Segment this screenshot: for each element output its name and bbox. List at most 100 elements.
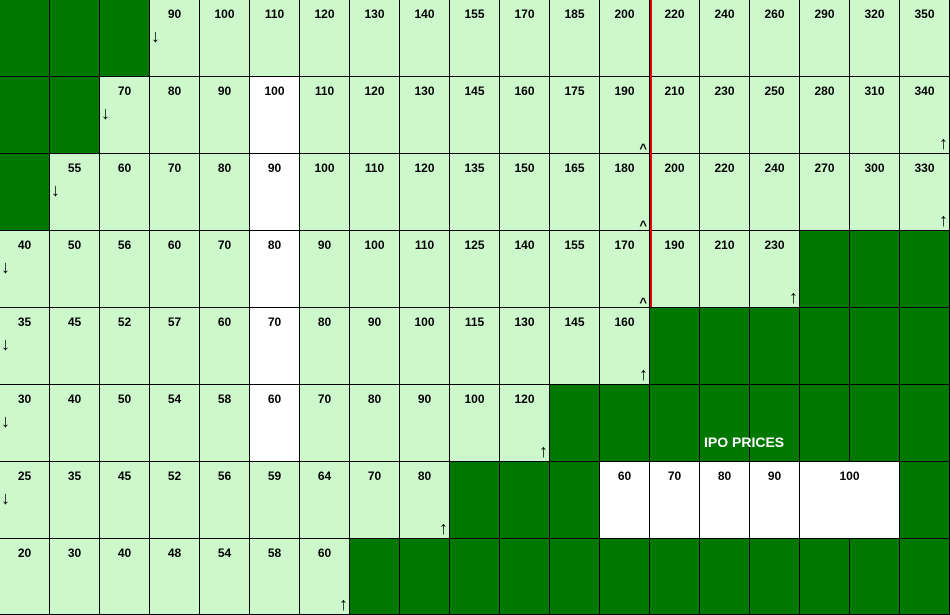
grid-cell: 70 (650, 462, 700, 539)
grid-cell: 54 (150, 385, 200, 462)
price-value: 130 (514, 315, 535, 329)
grid-cell: 60 (600, 462, 650, 539)
grid-cell: 55 ↓ (50, 154, 100, 231)
grid-cell: 200 (650, 154, 700, 231)
grid-cell: 80 ↑ (400, 462, 450, 539)
grid-cell: 20 (0, 539, 50, 615)
grid-cell: 210 (650, 77, 700, 154)
price-value: 54 (167, 392, 182, 406)
price-value: 70 (167, 161, 182, 175)
grid-cell: 130 (500, 308, 550, 385)
price-value: 100 (364, 238, 385, 252)
price-value: 210 (664, 84, 685, 98)
price-value: 55 (67, 161, 82, 175)
price-value: 59 (267, 469, 282, 483)
price-value: 110 (414, 238, 435, 252)
price-value: 310 (864, 84, 885, 98)
grid-cell: 145 (450, 77, 500, 154)
grid-cell: 280 (800, 77, 850, 154)
grid-cell: 60 (250, 385, 300, 462)
price-value: 145 (464, 84, 485, 98)
grid-cell: 100 (350, 231, 400, 308)
grid-cell: 140 (400, 0, 450, 77)
price-value: 110 (364, 161, 385, 175)
price-value: 30 (67, 546, 82, 560)
grid-cell: 60 (150, 231, 200, 308)
price-value: 120 (514, 392, 535, 406)
grid-cell: 90 (400, 385, 450, 462)
price-value: 250 (764, 84, 785, 98)
grid-cell (750, 539, 800, 615)
price-value: 40 (17, 238, 32, 252)
grid-cell: 52 (150, 462, 200, 539)
grid-cell: 185 (550, 0, 600, 77)
grid-cell: 70 (350, 462, 400, 539)
price-value: 170 (614, 238, 635, 252)
price-value: 110 (314, 84, 335, 98)
price-value: 220 (664, 7, 685, 21)
price-value: 45 (117, 469, 132, 483)
price-value: 175 (564, 84, 585, 98)
grid-cell: 57 (150, 308, 200, 385)
price-value: 80 (317, 315, 332, 329)
price-value: 80 (167, 84, 182, 98)
grid-cell: 60 (100, 154, 150, 231)
price-value: 230 (764, 238, 785, 252)
grid-cell: 170 (500, 0, 550, 77)
grid-cell: 50 (100, 385, 150, 462)
grid-cell (700, 539, 750, 615)
price-value: 80 (217, 161, 232, 175)
grid-cell: 59 (250, 462, 300, 539)
grid-cell: 52 (100, 308, 150, 385)
price-value: 60 (317, 546, 332, 560)
grid-cell: 45 (50, 308, 100, 385)
grid-cell: 100 (400, 308, 450, 385)
price-value: 210 (714, 238, 735, 252)
grid-cell: 50 (50, 231, 100, 308)
grid-cell: 48 (150, 539, 200, 615)
grid-cell: 310 (850, 77, 900, 154)
grid-cell: 190 (650, 231, 700, 308)
grid-cell (850, 539, 900, 615)
price-value: 30 (17, 392, 32, 406)
grid-cell: 80 (300, 308, 350, 385)
grid-cell (550, 462, 600, 539)
price-value: 90 (267, 161, 282, 175)
grid-cell: 35 (50, 462, 100, 539)
price-value: 54 (217, 546, 232, 560)
grid-cell (700, 308, 750, 385)
grid-cell (900, 308, 950, 385)
grid-cell: 35 ↓ (0, 308, 50, 385)
grid-cell (650, 539, 700, 615)
grid-cell (900, 539, 950, 615)
price-value: 58 (217, 392, 232, 406)
grid-cell: 200 (600, 0, 650, 77)
grid-cell (100, 0, 150, 77)
price-value: 90 (167, 7, 182, 21)
price-value: 100 (839, 469, 860, 483)
grid-cell: 80 (150, 77, 200, 154)
grid-cell: 260 (750, 0, 800, 77)
grid-cell: 115 (450, 308, 500, 385)
grid-cell: 320 (850, 0, 900, 77)
price-value: 110 (264, 7, 285, 21)
grid-cell: 100 (450, 385, 500, 462)
grid-cell (900, 231, 950, 308)
arrow-up-icon: ↑ (789, 287, 798, 307)
price-value: 64 (317, 469, 332, 483)
price-value: 40 (67, 392, 82, 406)
price-value: 180 (614, 161, 635, 175)
grid-cell: 110 (400, 231, 450, 308)
grid-cell: 80 (350, 385, 400, 462)
caret-up-icon: ^ (639, 218, 647, 233)
grid-cell: 230 (700, 77, 750, 154)
grid-cell: 350 (900, 0, 950, 77)
grid-cell (900, 462, 950, 539)
price-value: 57 (167, 315, 182, 329)
price-value: 90 (317, 238, 332, 252)
arrow-up-icon: ↑ (539, 441, 548, 461)
grid-cell: 100 (250, 77, 300, 154)
grid-cell: 180 ^ (600, 154, 650, 233)
grid-cell: 160 (500, 77, 550, 154)
grid-cell: 125 (450, 231, 500, 308)
